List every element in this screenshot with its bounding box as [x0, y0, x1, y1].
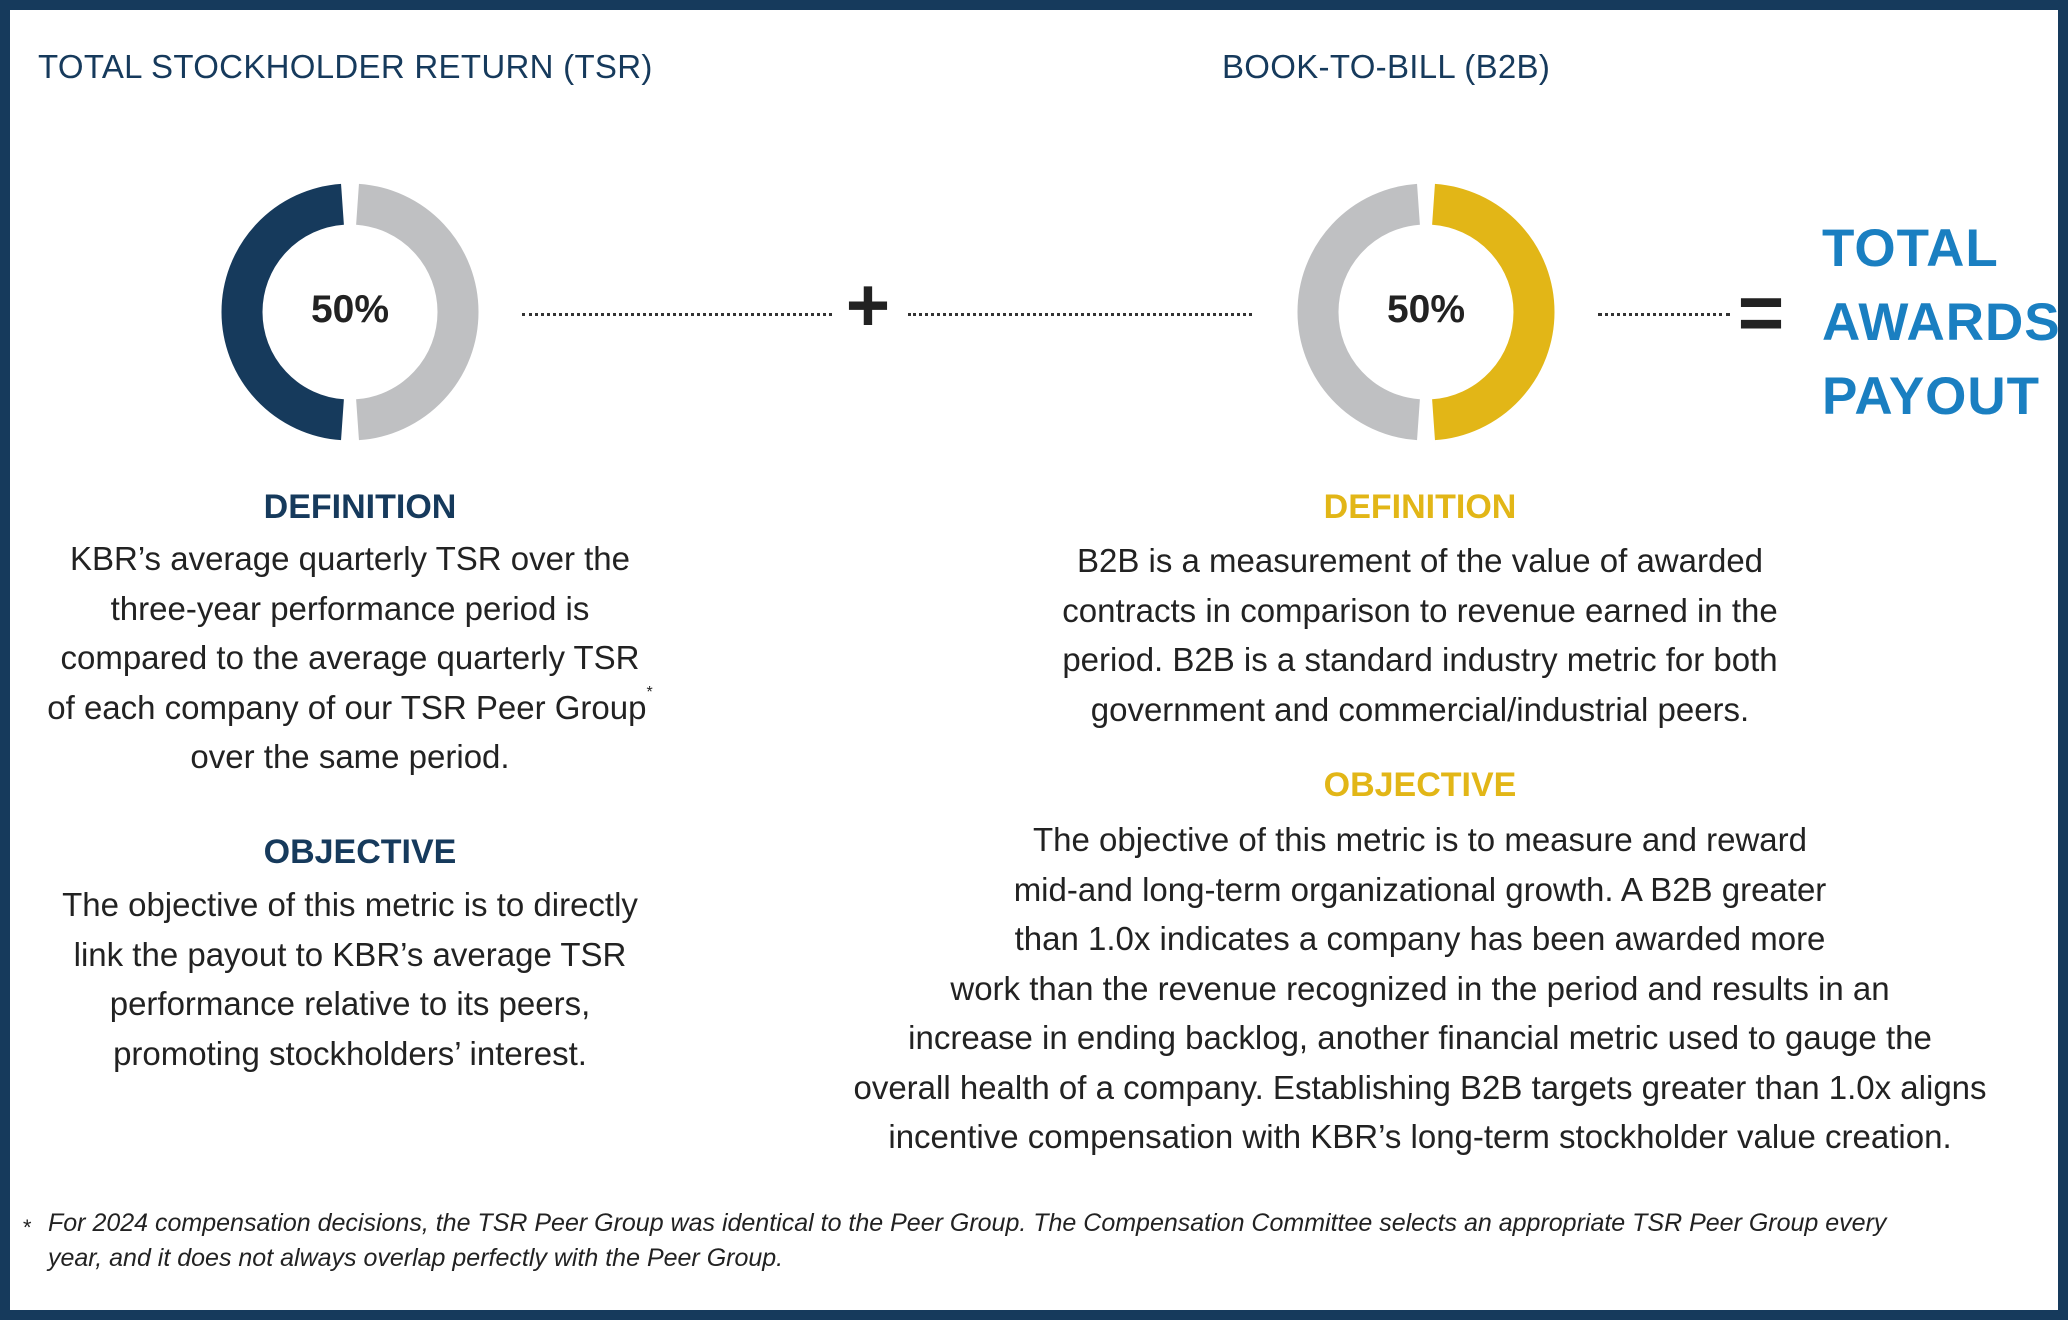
payout-line: AWARDS [1822, 293, 2061, 352]
b2b-definition-text: B2B is a measurement of the value of awa… [900, 536, 1940, 734]
plus-icon: + [845, 263, 891, 348]
b2b-objective-heading: OBJECTIVE [1323, 766, 1517, 804]
payout-line: PAYOUT [1822, 367, 2041, 426]
text-line: period. B2B is a standard industry metri… [1062, 641, 1778, 678]
footnote-asterisk: * [22, 1215, 31, 1240]
connector-line [522, 313, 832, 316]
tsr-remainder-segment [355, 183, 479, 441]
text-line: overall health of a company. Establishin… [853, 1068, 1987, 1106]
b2b-definition-heading: DEFINITION [1323, 488, 1517, 526]
connector-line [908, 313, 1252, 316]
text-line: than 1.0x indicates a company has been a… [1014, 920, 1826, 957]
text-line: three-year performance period is [110, 589, 590, 627]
text-line: KBR’s average quarterly TSR over the [69, 540, 631, 577]
tsr-objective-text: The objective of this metric is to direc… [10, 880, 690, 1078]
text-line: promoting stockholders’ interest. [113, 1034, 587, 1072]
b2b-remainder-segment [1297, 183, 1421, 441]
b2b-donut-chart [1297, 183, 1555, 441]
footnote-line: For 2024 compensation decisions, the TSR… [48, 1209, 1887, 1237]
b2b-objective-text: The objective of this metric is to measu… [780, 815, 2060, 1162]
text-line: mid-and long-term organizational growth.… [1013, 870, 1827, 908]
text-line: The objective of this metric is to measu… [1032, 821, 1807, 858]
payout-line: TOTAL [1822, 219, 1999, 278]
text-line: of each company of our TSR Peer Group* [10, 683, 690, 733]
text-line-body: of each company of our TSR Peer Group [47, 688, 647, 726]
text-line: performance relative to its peers, [109, 985, 591, 1022]
text-line: over the same period. [190, 738, 510, 775]
text-line: link the payout to KBR’s average TSR [73, 935, 627, 973]
text-line: work than the revenue recognized in the … [950, 969, 1890, 1007]
b2b-title: BOOK-TO-BILL (B2B) [1222, 48, 1551, 85]
footnote: For 2024 compensation decisions, the TSR… [48, 1206, 2038, 1276]
tsr-weight-segment [221, 183, 345, 441]
equals-icon: = [1737, 268, 1785, 357]
b2b-percent-label: 50% [1386, 288, 1466, 331]
text-line: increase in ending backlog, another fina… [908, 1019, 1932, 1056]
text-line: compared to the average quarterly TSR [60, 639, 640, 676]
text-line: B2B is a measurement of the value of awa… [1076, 542, 1764, 579]
total-awards-payout: TOTAL AWARDS PAYOUT [1822, 212, 2061, 434]
tsr-percent-label: 50% [310, 288, 390, 331]
b2b-weight-segment [1431, 183, 1555, 441]
text-line: contracts in comparison to revenue earne… [1062, 591, 1778, 629]
text-line: government and commercial/industrial pee… [1090, 690, 1750, 728]
footnote-line: year, and it does not always overlap per… [48, 1244, 784, 1272]
connector-line [1598, 313, 1730, 316]
text-line: incentive compensation with KBR’s long-t… [888, 1118, 1952, 1155]
tsr-objective-heading: OBJECTIVE [263, 833, 457, 871]
tsr-title: TOTAL STOCKHOLDER RETURN (TSR) [38, 48, 653, 85]
tsr-donut-chart [221, 183, 479, 441]
footnote-mark: * [646, 683, 653, 701]
text-line: The objective of this metric is to direc… [62, 886, 638, 923]
tsr-definition-heading: DEFINITION [263, 488, 457, 526]
tsr-definition-text: KBR’s average quarterly TSR over the thr… [10, 534, 690, 782]
